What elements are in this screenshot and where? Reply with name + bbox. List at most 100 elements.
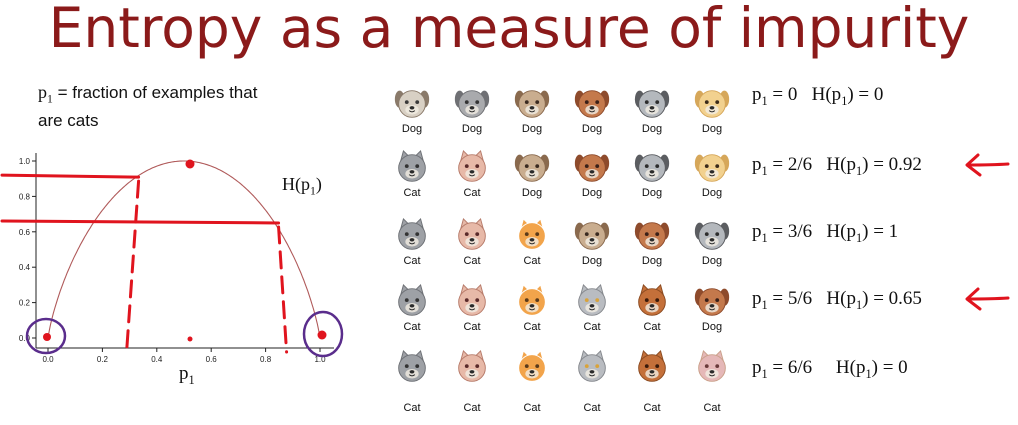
yellow-dog-icon — [682, 84, 742, 124]
pink-cat-icon — [442, 148, 502, 188]
entropy-curve — [47, 160, 321, 339]
yellow-dog-icon — [682, 148, 742, 188]
animal-cell: Cat — [562, 282, 622, 348]
animal-cell: Cat — [682, 348, 742, 414]
animal-cell: Dog — [682, 148, 742, 214]
page-title: Entropy as a measure of impurity — [48, 0, 970, 60]
animal-cell: Dog — [562, 148, 622, 214]
animal-label: Cat — [523, 321, 541, 333]
animal-label: Dog — [401, 123, 423, 135]
x-tick-label: 0.0 — [42, 355, 54, 364]
marker-dot-0 — [43, 333, 51, 341]
x-tick-label: 0.8 — [260, 355, 272, 364]
animal-cell: Cat — [382, 282, 442, 348]
animal-cell: Dog — [562, 84, 622, 150]
orange-cat-icon — [502, 282, 562, 322]
animal-cell: Dog — [682, 216, 742, 282]
animal-cell: Cat — [622, 348, 682, 414]
orange-cat-icon — [502, 348, 562, 388]
y-tick-label: 0.8 — [19, 192, 31, 201]
pink-cat-icon — [442, 216, 502, 256]
gray-dog-icon — [622, 84, 682, 124]
animal-cell: Cat — [442, 148, 502, 214]
orange-cat-icon — [502, 216, 562, 256]
animal-label: Dog — [581, 187, 603, 199]
animal-row: Cat Cat Dog Dog Dog Dog — [382, 148, 742, 214]
red-arrow-icon — [965, 287, 1010, 311]
animal-cell: Cat — [382, 216, 442, 282]
animal-cell: Dog — [442, 84, 502, 150]
y-tick-label: 0.6 — [19, 228, 31, 237]
animal-label: Cat — [643, 402, 661, 414]
x-tick-label: 0.4 — [151, 355, 163, 364]
animal-cell: Dog — [622, 84, 682, 150]
gray-dog-icon — [622, 148, 682, 188]
animal-cell: Dog — [622, 216, 682, 282]
animal-label: Cat — [463, 402, 481, 414]
pug-dog-icon — [382, 84, 442, 124]
circle-p0 — [25, 317, 67, 355]
animal-label: Cat — [463, 255, 481, 267]
gray-round-cat-icon — [562, 282, 622, 322]
entropy-equation: p1 = 2/6 H(p1) = 0.92 — [752, 154, 922, 178]
marker-line-065 — [0, 219, 281, 225]
animal-row: Cat Cat Cat Dog Dog Dog — [382, 216, 742, 282]
animal-label: Cat — [583, 402, 601, 414]
definition-line2: are cats — [38, 110, 99, 130]
marker-dash-033 — [125, 179, 141, 354]
animal-label: Cat — [463, 187, 481, 199]
y-tick-label: 1.0 — [19, 157, 31, 166]
pink-cat-icon — [442, 348, 502, 388]
animal-cell: Cat — [562, 348, 622, 414]
animal-cell: Cat — [442, 282, 502, 348]
animal-label: Cat — [403, 187, 421, 199]
animal-cell: Dog — [682, 84, 742, 150]
gray-dog-icon — [682, 216, 742, 256]
animal-label: Cat — [523, 255, 541, 267]
animal-cell: Dog — [502, 84, 562, 150]
gray-cat-icon — [382, 148, 442, 188]
definition-line1: = fraction of examples that — [52, 83, 258, 102]
x-axis-label: p1 — [179, 363, 195, 387]
x-tick-label: 1.0 — [314, 355, 326, 364]
animal-cell: Cat — [502, 348, 562, 414]
animal-label: Dog — [701, 321, 723, 333]
animal-label: Cat — [463, 321, 481, 333]
animal-label: Cat — [403, 255, 421, 267]
gray-cat-icon — [382, 216, 442, 256]
marker-dash-083 — [277, 225, 289, 354]
brown-dog-icon — [562, 84, 622, 124]
animal-label: Dog — [641, 255, 663, 267]
definition-text: p1 = fraction of examples that are cats — [38, 82, 257, 131]
red-arrow-icon — [965, 153, 1010, 177]
pink-cat-icon — [442, 282, 502, 322]
gray-wolf-dog-icon — [442, 84, 502, 124]
brown-dog-icon — [622, 216, 682, 256]
gray-round-cat-icon — [562, 348, 622, 388]
entropy-equation: p1 = 0 H(p1) = 0 — [752, 84, 884, 108]
animal-cell: Cat — [502, 216, 562, 282]
p1-symbol: p1 — [38, 82, 53, 106]
entropy-equation: p1 = 5/6 H(p1) = 0.65 — [752, 288, 922, 312]
y-tick-label: 0.4 — [19, 263, 31, 272]
animal-label: Dog — [701, 123, 723, 135]
animal-cell: Dog — [502, 148, 562, 214]
circle-p1 — [302, 310, 344, 358]
marker-dot-1 — [317, 330, 327, 340]
gray-cat-icon — [382, 348, 442, 388]
animal-label: Dog — [641, 187, 663, 199]
marker-dot-base — [187, 336, 193, 342]
y-tick-label: 0.0 — [19, 334, 31, 343]
brown-cat-icon — [622, 348, 682, 388]
function-label: H(p1) — [282, 174, 322, 198]
x-tick-label: 0.2 — [97, 355, 109, 364]
animal-label: Dog — [461, 123, 483, 135]
animal-label: Dog — [521, 187, 543, 199]
animal-label: Cat — [523, 402, 541, 414]
animal-cell: Dog — [682, 282, 742, 348]
entropy-chart: 0.0 0.2 0.4 0.6 0.8 1.0 0.0 0.2 0.4 0.6 0.8 1.0 — [0, 153, 344, 364]
animal-cell: Cat — [622, 282, 682, 348]
animal-row: Dog Dog Dog Dog Dog Dog — [382, 84, 742, 150]
animal-label: Dog — [641, 123, 663, 135]
animal-label: Cat — [703, 402, 721, 414]
